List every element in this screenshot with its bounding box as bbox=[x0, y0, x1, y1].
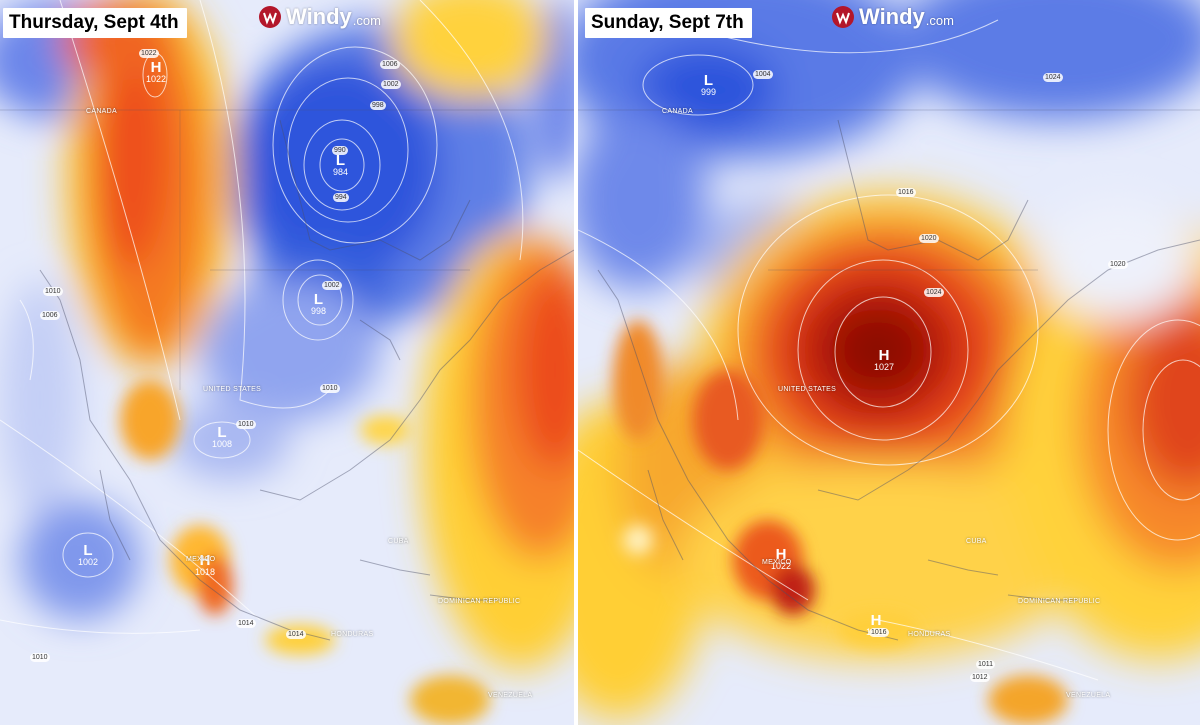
windy-logo-icon bbox=[259, 6, 281, 28]
country-label: MEXICO bbox=[762, 559, 792, 566]
isobar-label: 1006 bbox=[380, 60, 400, 69]
isobar-label: 994 bbox=[333, 193, 349, 202]
isobar-label: 1016 bbox=[869, 628, 889, 637]
country-label: HONDURAS bbox=[331, 631, 374, 638]
isobar-label: 1004 bbox=[753, 70, 773, 79]
windy-logo: Windy .com bbox=[258, 4, 381, 30]
forecast-date-label: Sunday, Sept 7th bbox=[585, 8, 752, 38]
isobar-label: 1024 bbox=[1043, 73, 1063, 82]
map-panel-sunday: Sunday, Sept 7th Windy .com L 999 H 1027 H… bbox=[578, 0, 1200, 725]
isobar-label: 1002 bbox=[381, 80, 401, 89]
isobar-label: 1002 bbox=[322, 281, 342, 290]
windy-logo-icon bbox=[832, 6, 854, 28]
brand-name: Windy bbox=[286, 4, 352, 29]
windy-logo: Windy .com bbox=[831, 4, 954, 30]
brand-name: Windy bbox=[859, 4, 925, 29]
country-label: HONDURAS bbox=[908, 631, 951, 638]
country-label: CANADA bbox=[86, 108, 117, 115]
isobar-label: 1012 bbox=[970, 673, 990, 682]
isobar-label: 1014 bbox=[286, 630, 306, 639]
isobar-label: 1010 bbox=[43, 287, 63, 296]
country-label: CUBA bbox=[966, 538, 987, 545]
isobar-label: 1024 bbox=[924, 288, 944, 297]
isobar-label: 1020 bbox=[919, 234, 939, 243]
forecast-date-label: Thursday, Sept 4th bbox=[3, 8, 187, 38]
country-label: UNITED STATES bbox=[203, 386, 262, 393]
country-label: MEXICO bbox=[186, 556, 216, 563]
isobar-label: 1010 bbox=[320, 384, 340, 393]
country-label: CANADA bbox=[662, 108, 693, 115]
country-label: DOMINICAN REPUBLIC bbox=[438, 598, 521, 605]
country-label: CUBA bbox=[388, 538, 409, 545]
country-label: VENEZUELA bbox=[1066, 692, 1111, 699]
brand-domain: .com bbox=[925, 12, 954, 28]
isobar-label: 998 bbox=[370, 101, 386, 110]
isobar-label: 1011 bbox=[976, 660, 996, 669]
brand-domain: .com bbox=[352, 12, 381, 28]
isobar-label: 1022 bbox=[139, 49, 159, 58]
isobar-label: 990 bbox=[332, 146, 348, 155]
pressure-map-sunday bbox=[578, 0, 1200, 725]
isobar-label: 1010 bbox=[30, 653, 50, 662]
panel-divider bbox=[574, 0, 578, 725]
isobar-label: 1006 bbox=[40, 311, 60, 320]
country-label: VENEZUELA bbox=[488, 692, 533, 699]
map-panel-thursday: Thursday, Sept 4th Windy .com H 1022 L 984… bbox=[0, 0, 574, 725]
isobar-label: 1014 bbox=[236, 619, 256, 628]
country-label: DOMINICAN REPUBLIC bbox=[1018, 598, 1101, 605]
isobar-label: 1010 bbox=[236, 420, 256, 429]
isobar-label: 1016 bbox=[896, 188, 916, 197]
isobar-label: 1020 bbox=[1108, 260, 1128, 269]
country-label: UNITED STATES bbox=[778, 386, 837, 393]
